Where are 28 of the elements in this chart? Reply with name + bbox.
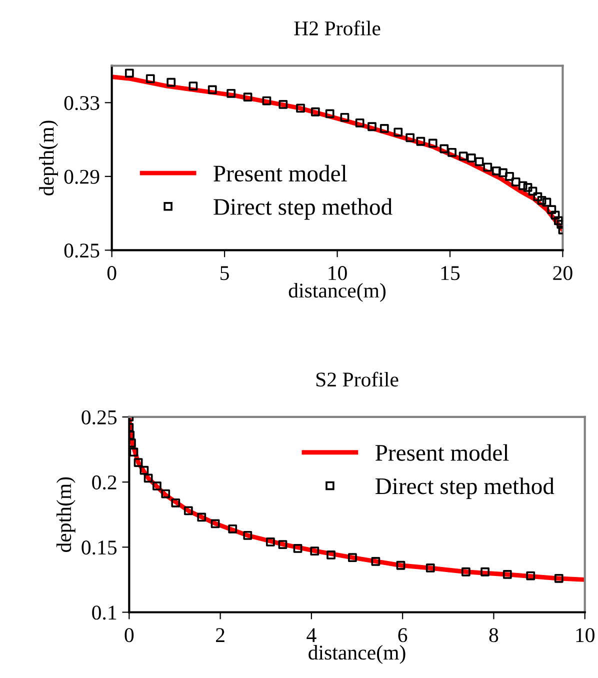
- y-tick-label: 0.2: [92, 475, 116, 490]
- y-tick-label: 0.33: [64, 96, 100, 110]
- x-tick-label: 20: [553, 266, 572, 280]
- legend-label: Direct step method: [376, 478, 554, 499]
- y-tick-label: 0.25: [64, 244, 100, 258]
- x-tick-label: 10: [328, 266, 347, 280]
- x-tick-label: 0: [124, 628, 134, 642]
- y-tick-label: 0.29: [64, 170, 100, 184]
- chart-title: H2 Profile: [294, 20, 380, 36]
- x-tick-label: 5: [220, 266, 229, 280]
- y-tick-label: 0.15: [82, 540, 117, 555]
- x-tick-label: 10: [576, 628, 594, 642]
- x-tick-label: 15: [441, 266, 460, 280]
- y-tick-label: 0.1: [92, 606, 116, 620]
- y-axis-title: depth(m): [39, 120, 58, 196]
- legend-label: Present model: [376, 444, 509, 461]
- chart-title: S2 Profile: [316, 372, 398, 387]
- x-tick-label: 4: [306, 628, 316, 642]
- x-tick-label: 6: [398, 628, 408, 642]
- x-tick-label: 0: [107, 266, 116, 280]
- y-axis-title: depth(m): [56, 477, 76, 552]
- x-axis-title: distance(m): [288, 282, 386, 302]
- x-tick-label: 8: [489, 628, 498, 642]
- x-tick-label: 2: [216, 628, 224, 642]
- legend-label: Present model: [214, 164, 347, 182]
- x-axis-title: distance(m): [308, 645, 406, 664]
- legend-label: Direct step method: [214, 198, 392, 220]
- y-tick-label: 0.25: [82, 410, 117, 424]
